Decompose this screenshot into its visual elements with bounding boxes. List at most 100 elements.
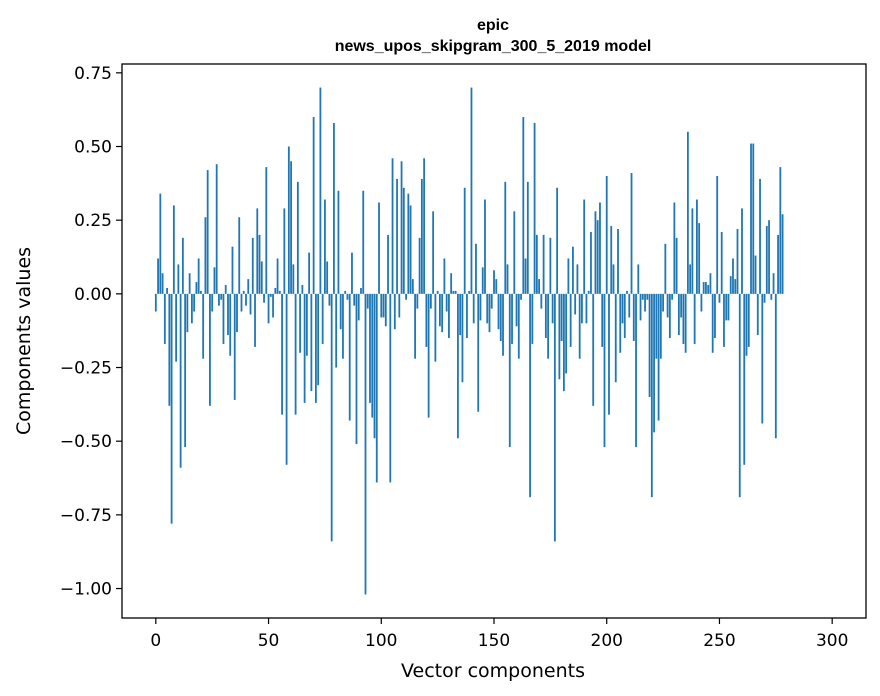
bar	[594, 211, 597, 294]
bar	[443, 258, 446, 294]
bar	[213, 267, 216, 294]
bar	[459, 293, 462, 336]
bar	[371, 293, 374, 418]
x-tick-label: 100	[365, 631, 397, 651]
x-tick-label: 0	[150, 631, 161, 651]
bar	[565, 293, 568, 374]
bar	[761, 293, 764, 424]
bar	[569, 293, 572, 347]
bar	[245, 293, 247, 306]
bar	[576, 264, 579, 294]
bar	[324, 199, 326, 294]
bar	[172, 205, 175, 294]
bar	[274, 287, 277, 294]
bar	[438, 293, 441, 327]
bar	[206, 170, 209, 294]
bar	[441, 293, 444, 333]
bar	[547, 293, 550, 359]
x-axis-label: Vector components	[401, 660, 585, 682]
bar	[542, 234, 545, 294]
bar	[696, 199, 698, 294]
bar	[425, 293, 428, 347]
bar	[723, 293, 725, 347]
bar	[236, 293, 238, 333]
bar	[342, 293, 344, 359]
bar	[714, 293, 716, 339]
bar	[177, 264, 180, 294]
bar	[346, 293, 349, 300]
bar	[689, 264, 692, 294]
x-axis-ticks: 0 50 100 150 200 250 300	[150, 618, 848, 651]
bar	[668, 293, 671, 339]
bar	[351, 252, 353, 294]
bar	[373, 293, 376, 439]
bar	[434, 293, 437, 362]
bar	[472, 293, 475, 324]
bar	[154, 293, 157, 312]
bar	[747, 293, 750, 347]
bar	[398, 293, 401, 318]
bar	[612, 264, 615, 294]
bar	[535, 234, 538, 294]
bar	[488, 293, 491, 333]
bar	[195, 282, 198, 294]
bar	[466, 293, 468, 339]
bar	[301, 285, 304, 294]
bar	[254, 293, 256, 347]
bar	[330, 293, 333, 542]
bar	[623, 293, 626, 339]
bar	[238, 217, 241, 294]
x-tick-label: 250	[703, 631, 735, 651]
bar	[310, 293, 313, 392]
bar	[657, 293, 660, 421]
bar	[231, 246, 234, 294]
bar	[450, 273, 453, 294]
bar	[686, 131, 689, 294]
bar	[502, 293, 504, 356]
bar	[549, 237, 552, 294]
bar	[382, 293, 385, 318]
bar	[211, 293, 214, 312]
bar	[166, 287, 168, 294]
bar	[181, 237, 184, 294]
bar	[526, 181, 529, 294]
bar	[391, 158, 394, 294]
bar	[263, 293, 265, 303]
bar	[405, 293, 407, 300]
bar	[267, 293, 270, 324]
bar	[202, 293, 205, 359]
bar	[765, 226, 768, 294]
x-tick-label: 150	[478, 631, 510, 651]
bar	[513, 211, 516, 294]
bar	[515, 293, 518, 327]
bar	[479, 293, 482, 321]
bar	[630, 173, 633, 294]
bar	[725, 293, 728, 321]
bar	[590, 231, 592, 294]
plot-frame	[121, 63, 867, 619]
bar	[707, 285, 710, 294]
bar	[596, 220, 599, 294]
bar	[732, 258, 734, 294]
bar	[700, 293, 703, 312]
bar	[393, 293, 396, 330]
bar	[601, 293, 604, 347]
bar	[436, 290, 439, 294]
bar	[774, 293, 777, 439]
bar	[337, 190, 340, 294]
bar	[734, 279, 737, 294]
bar	[215, 164, 218, 294]
bar	[741, 208, 743, 294]
bar	[378, 202, 380, 294]
bar	[418, 237, 421, 294]
bar	[648, 293, 651, 397]
bar	[157, 258, 159, 294]
x-tick-label: 200	[591, 631, 623, 651]
bar	[538, 279, 540, 294]
bar	[222, 293, 225, 344]
bar	[366, 293, 369, 309]
bar	[495, 279, 498, 294]
bar	[375, 293, 378, 483]
bar	[664, 243, 667, 294]
bar	[743, 293, 746, 465]
